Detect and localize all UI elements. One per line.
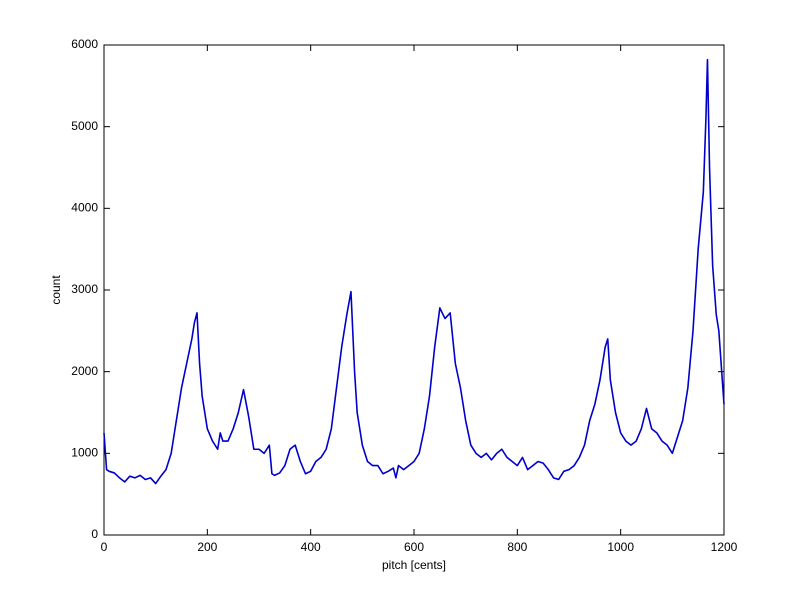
y-tick-label: 6000 — [71, 37, 98, 51]
x-tick-label: 0 — [101, 540, 108, 554]
x-tick-label: 200 — [197, 540, 217, 554]
x-axis-label: pitch [cents] — [382, 558, 446, 572]
y-tick-label: 0 — [91, 527, 98, 541]
data-line — [103, 58, 725, 485]
y-tick-label: 5000 — [71, 119, 98, 133]
x-tick-label: 800 — [507, 540, 527, 554]
x-tick-label: 1200 — [711, 540, 738, 554]
x-tick-label: 600 — [404, 540, 424, 554]
x-tick-label: 1000 — [607, 540, 634, 554]
y-tick-label: 1000 — [71, 446, 98, 460]
x-tick-label: 400 — [301, 540, 321, 554]
y-tick-label: 3000 — [71, 282, 98, 296]
y-tick-label: 4000 — [71, 201, 98, 215]
y-tick-label: 2000 — [71, 364, 98, 378]
y-axis-label: count — [49, 275, 63, 305]
plot-frame — [103, 44, 725, 536]
